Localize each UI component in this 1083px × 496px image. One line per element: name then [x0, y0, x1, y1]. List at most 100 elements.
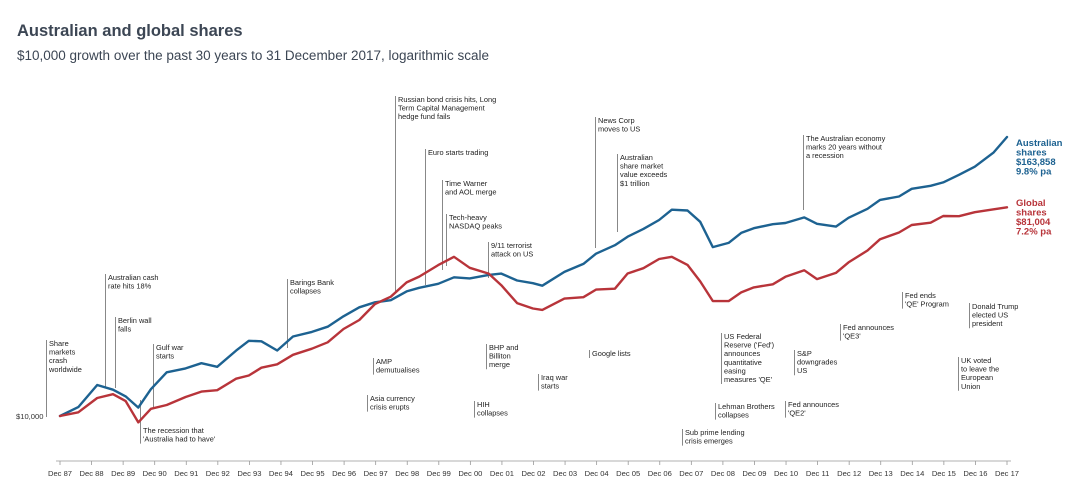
annotation-text: merge: [489, 360, 510, 369]
annotation-text: The Australian economy: [806, 134, 886, 143]
annotation-text: Australian: [620, 153, 653, 162]
annotation-text: Share: [49, 339, 69, 348]
annotation-text: marks 20 years without: [806, 143, 882, 152]
annotation-text: US: [797, 366, 807, 375]
annotation-text: elected US: [972, 311, 1008, 320]
annotation-text: worldwide: [48, 365, 82, 374]
x-tick-label: Dec 06: [648, 469, 672, 478]
x-tick-label: Dec 17: [995, 469, 1019, 478]
x-tick-label: Dec 96: [332, 469, 356, 478]
annotation-text: AMP: [376, 357, 392, 366]
annotation-text: Reserve ('Fed'): [724, 341, 774, 350]
annotation-text: collapses: [477, 409, 508, 418]
annotation-text: Sub prime lending: [685, 428, 745, 437]
annotation-text: Term Capital Management: [398, 104, 485, 113]
annotation-text: to leave the: [961, 365, 999, 374]
x-tick-label: Dec 08: [711, 469, 735, 478]
x-tick-label: Dec 05: [616, 469, 640, 478]
annotation-text: Fed ends: [905, 291, 936, 300]
annotation-text: markets: [49, 348, 76, 357]
annotation-text: share market: [620, 162, 663, 171]
annotation-text: collapses: [290, 287, 321, 296]
annotation-text: a recession: [806, 151, 844, 160]
series-end-label: 7.2% pa: [1016, 227, 1052, 238]
x-tick-label: Dec 09: [742, 469, 766, 478]
series-end-label: shares: [1016, 208, 1047, 219]
annotation-text: Gulf war: [156, 343, 184, 352]
x-tick-label: Dec 03: [553, 469, 577, 478]
x-tick-label: Dec 10: [774, 469, 798, 478]
annotation-text: rate hits 18%: [108, 282, 152, 291]
annotation-text: starts: [156, 352, 174, 361]
annotation-text: announces: [724, 349, 760, 358]
annotation-text: president: [972, 319, 1002, 328]
x-tick-label: Dec 13: [869, 469, 893, 478]
x-tick-label: Dec 89: [111, 469, 135, 478]
annotation-text: Billiton: [489, 352, 511, 361]
annotation-text: crisis erupts: [370, 403, 410, 412]
annotation-text: falls: [118, 325, 131, 334]
annotation-text: US Federal: [724, 332, 762, 341]
x-tick-label: Dec 92: [206, 469, 230, 478]
annotation-text: Iraq war: [541, 373, 568, 382]
x-tick-label: Dec 14: [900, 469, 924, 478]
annotation-text: NASDAQ peaks: [449, 222, 502, 231]
series-end-label: Australian: [1016, 138, 1063, 149]
x-tick-label: Dec 04: [585, 469, 609, 478]
x-tick-label: Dec 90: [143, 469, 167, 478]
annotation-text: Donald Trump: [972, 302, 1018, 311]
annotation-text: value exceeds: [620, 170, 668, 179]
annotation-text: easing: [724, 366, 746, 375]
x-tick-label: Dec 02: [521, 469, 545, 478]
annotation-text: The recession that: [143, 426, 204, 435]
annotation-text: BHP and: [489, 343, 518, 352]
series-end-label: 9.8% pa: [1016, 167, 1052, 178]
annotation-text: crisis emerges: [685, 437, 733, 446]
x-tick-label: Dec 07: [679, 469, 703, 478]
annotation-text: starts: [541, 382, 559, 391]
annotation-text: Fed announces: [843, 323, 894, 332]
annotation-text: Berlin wall: [118, 316, 152, 325]
series-end-label: $81,004: [1016, 217, 1051, 228]
annotation-text: Euro starts trading: [428, 148, 488, 157]
annotation-text: downgrades: [797, 358, 838, 367]
annotation-text: Lehman Brothers: [718, 402, 775, 411]
x-tick-label: Dec 16: [963, 469, 987, 478]
annotation-text: Tech-heavy: [449, 213, 487, 222]
start-value-label: $10,000: [16, 412, 43, 421]
annotation-text: 9/11 terrorist: [491, 241, 532, 250]
series-line-australian: [58, 135, 1009, 418]
annotation-text: 'QE3': [843, 332, 861, 341]
annotation-text: moves to US: [598, 125, 640, 134]
annotation-text: Union: [961, 382, 980, 391]
annotation-text: crash: [49, 356, 67, 365]
annotation-text: and AOL merge: [445, 188, 497, 197]
annotation-text: Time Warner: [445, 179, 488, 188]
series-end-label: $163,858: [1016, 157, 1056, 168]
x-tick-label: Dec 99: [427, 469, 451, 478]
series-line-global: [58, 206, 1009, 424]
annotation-text: S&P: [797, 349, 812, 358]
annotation-text: measures 'QE': [724, 375, 773, 384]
annotation-text: quantitative: [724, 358, 762, 367]
x-tick-label: Dec 95: [301, 469, 325, 478]
x-tick-label: Dec 97: [364, 469, 388, 478]
annotation-text: Australian cash: [108, 273, 159, 282]
annotation-text: 'QE' Program: [905, 300, 949, 309]
annotation-text: HIH: [477, 400, 490, 409]
x-tick-label: Dec 00: [458, 469, 482, 478]
annotation-text: Fed announces: [788, 400, 839, 409]
annotation-text: UK voted: [961, 356, 991, 365]
annotation-text: attack on US: [491, 250, 533, 259]
annotation-text: Google lists: [592, 349, 631, 358]
annotation-text: $1 trillion: [620, 179, 650, 188]
annotation-text: hedge fund fails: [398, 112, 450, 121]
x-tick-label: Dec 94: [269, 469, 293, 478]
x-tick-label: Dec 98: [395, 469, 419, 478]
x-tick-label: Dec 88: [80, 469, 104, 478]
annotation-text: News Corp: [598, 116, 635, 125]
chart-title: Australian and global shares: [17, 22, 243, 40]
x-tick-label: Dec 93: [237, 469, 261, 478]
x-tick-label: Dec 91: [174, 469, 198, 478]
